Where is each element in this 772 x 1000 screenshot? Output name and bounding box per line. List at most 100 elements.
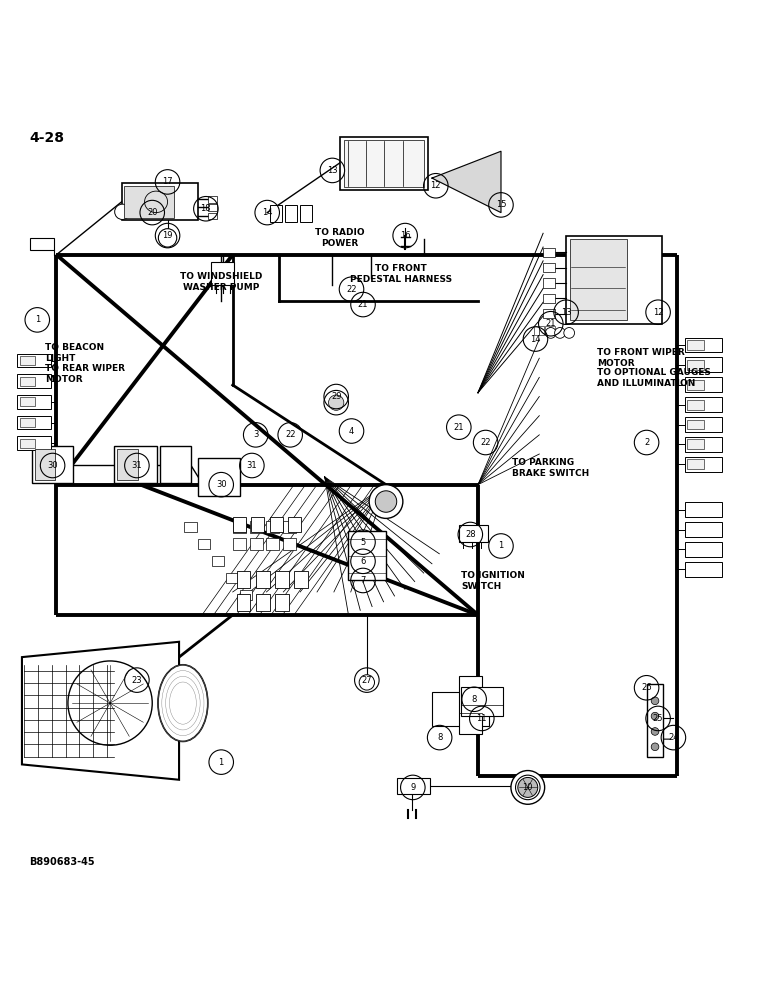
Bar [288, 517, 301, 532]
Bar [232, 517, 245, 532]
Text: 20: 20 [147, 208, 157, 217]
Circle shape [518, 777, 538, 797]
Bar [269, 517, 283, 532]
Bar [256, 594, 269, 611]
Text: 3: 3 [253, 430, 259, 439]
Text: 6: 6 [361, 557, 366, 566]
Bar [32, 446, 73, 483]
Text: 10: 10 [523, 783, 533, 792]
Bar [251, 517, 264, 532]
Text: 21: 21 [357, 300, 368, 309]
Bar [275, 571, 289, 588]
Bar [461, 687, 503, 716]
Text: TO FRONT WIPER
MOTOR: TO FRONT WIPER MOTOR [597, 348, 685, 368]
Text: 29: 29 [331, 392, 341, 401]
Text: TO REAR WIPER
MOTOR: TO REAR WIPER MOTOR [45, 364, 125, 384]
Bar [19, 418, 35, 427]
Text: TO OPTIONAL GAUGES
AND ILLUMINATION: TO OPTIONAL GAUGES AND ILLUMINATION [597, 368, 711, 388]
Bar [398, 778, 430, 794]
Text: 21: 21 [454, 423, 464, 432]
Bar [114, 446, 157, 483]
Bar [566, 236, 662, 324]
Bar [269, 205, 282, 222]
Bar [647, 684, 663, 757]
Bar [545, 326, 549, 335]
Text: 27: 27 [361, 676, 372, 685]
Bar [685, 437, 722, 452]
Bar [212, 556, 225, 566]
Bar [16, 395, 51, 409]
Bar [236, 571, 250, 588]
Text: 24: 24 [669, 733, 679, 742]
Bar [300, 205, 313, 222]
Circle shape [511, 771, 545, 804]
Bar [294, 571, 308, 588]
Bar [550, 326, 554, 335]
Bar [249, 521, 262, 533]
Circle shape [652, 697, 659, 705]
Bar [16, 374, 51, 388]
Bar [340, 137, 428, 190]
Text: 1: 1 [35, 315, 40, 324]
Bar [283, 538, 296, 550]
Text: 18: 18 [201, 204, 212, 213]
Text: 23: 23 [131, 676, 142, 685]
Bar [432, 692, 489, 726]
Bar [685, 562, 722, 577]
Bar [687, 439, 704, 449]
Text: TO BEACON
LIGHT: TO BEACON LIGHT [45, 343, 104, 363]
Bar [540, 326, 544, 335]
Circle shape [158, 229, 177, 247]
Bar [124, 186, 174, 218]
Bar [29, 238, 54, 250]
Circle shape [546, 328, 556, 338]
Bar [117, 449, 138, 480]
Text: 11: 11 [476, 714, 487, 723]
Circle shape [375, 491, 397, 512]
Text: 2: 2 [644, 438, 649, 447]
Bar [344, 140, 425, 187]
Text: 19: 19 [162, 231, 173, 240]
Bar [35, 449, 55, 480]
Bar [570, 239, 628, 320]
Ellipse shape [158, 665, 208, 741]
Bar [543, 278, 554, 288]
Text: 21: 21 [546, 319, 556, 328]
Bar [232, 521, 245, 533]
Bar [685, 377, 722, 392]
Bar [543, 309, 554, 318]
Bar [543, 248, 554, 257]
Circle shape [652, 712, 659, 720]
Bar [685, 338, 722, 352]
Bar [239, 590, 252, 600]
Text: 22: 22 [285, 430, 296, 439]
Bar [19, 377, 35, 386]
Bar [687, 420, 704, 429]
Bar [19, 397, 35, 406]
Text: 22: 22 [480, 438, 491, 447]
Bar [19, 356, 35, 365]
Text: 16: 16 [400, 231, 411, 240]
Bar [283, 521, 296, 533]
Bar [275, 594, 289, 611]
Bar [687, 459, 704, 469]
Bar [543, 294, 554, 303]
Text: B890683-45: B890683-45 [29, 857, 95, 867]
Bar [685, 457, 722, 472]
Text: 14: 14 [530, 335, 540, 344]
Bar [285, 205, 297, 222]
Text: 13: 13 [327, 166, 337, 175]
Bar [226, 573, 238, 583]
Bar [19, 439, 35, 448]
Text: 17: 17 [162, 177, 173, 186]
Bar [266, 521, 279, 533]
Text: 30: 30 [216, 480, 226, 489]
Text: 31: 31 [131, 461, 142, 470]
Circle shape [652, 728, 659, 735]
Bar [232, 538, 245, 550]
Bar [685, 542, 722, 557]
Bar [208, 213, 218, 219]
Text: 1: 1 [499, 541, 503, 550]
Text: 12: 12 [653, 308, 663, 317]
Bar [687, 380, 704, 390]
